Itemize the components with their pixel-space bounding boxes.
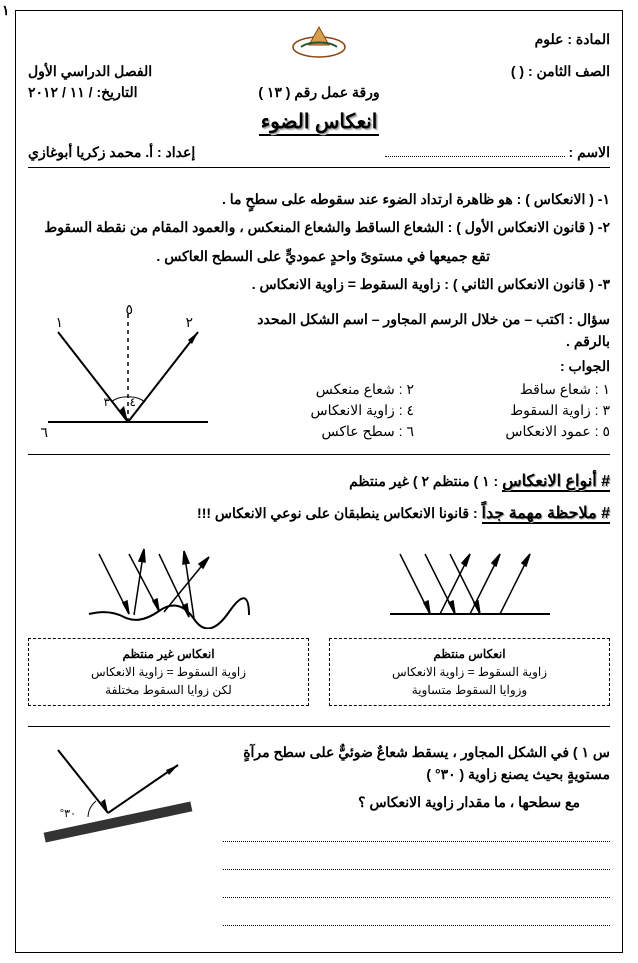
subject-label: المادة : xyxy=(567,31,610,47)
regular-line2: وزوايا السقوط متساوية xyxy=(336,681,603,699)
name-field xyxy=(385,145,565,157)
irregular-reflection-box: انعكاس غير منتظم زاوية السقوط = زاوية ال… xyxy=(28,539,309,706)
grade-label: الصف الثامن : xyxy=(528,63,610,79)
answer-3: ٣ : زاوية السقوط xyxy=(434,402,610,419)
definition-1: ١- ( الانعكاس ) : هو ظاهرة ارتداد الضوء … xyxy=(28,188,610,210)
reflection-diagram: ١ ٢ ٣ ٤ ٥ ٦ xyxy=(28,302,228,445)
svg-text:٢: ٢ xyxy=(185,314,193,330)
irregular-line1: زاوية السقوط = زاوية الانعكاس xyxy=(35,663,302,681)
answer-1: ١ : شعاع ساقط xyxy=(434,381,610,398)
answer-4: ٤ : زاوية الانعكاس xyxy=(238,402,414,419)
prepared-by: أ. محمد زكريا أبوغازي xyxy=(28,144,153,160)
types-options: : ١ ) منتظم ٢ ) غير منتظم xyxy=(349,473,498,489)
date-label: التاريخ: xyxy=(96,84,137,100)
prepared-label: إعداد : xyxy=(157,144,195,160)
irregular-title: انعكاس غير منتظم xyxy=(35,645,302,663)
question-prompt: سؤال : اكتب – من خلال الرسم المجاور – اس… xyxy=(238,308,610,353)
irregular-line2: لكن زوايا السقوط مختلفة xyxy=(35,681,302,699)
svg-text:٣٠°: ٣٠° xyxy=(60,808,76,820)
grade-value: ( ) xyxy=(511,63,524,79)
definition-3: ٣- ( قانون الانعكاس الثاني ) : زاوية الس… xyxy=(28,273,610,295)
answer-2: ٢ : شعاع منعكس xyxy=(238,381,414,398)
name-label: الاسم : xyxy=(569,144,610,160)
answer-line-2 xyxy=(223,852,610,870)
answer-5: ٥ : عمود الانعكاس xyxy=(434,423,610,440)
answer-label: الجواب : xyxy=(238,358,610,375)
svg-text:٦: ٦ xyxy=(40,424,48,440)
q1-text2: مع سطحها ، ما مقدار زاوية الانعكاس ؟ xyxy=(223,791,610,813)
page-number: ١ xyxy=(2,2,10,19)
worksheet-title: انعكاس الضوء xyxy=(259,109,380,136)
answer-line-1 xyxy=(223,824,610,842)
q1-text: س ١ ) في الشكل المجاور ، يسقط شعاعٌ ضوئي… xyxy=(223,741,610,786)
regular-reflection-box: انعكاس منتظم زاوية السقوط = زاوية الانعك… xyxy=(329,539,610,706)
answer-line-4 xyxy=(223,908,610,926)
note-text: : قانونا الانعكاس ينطبقان على نوعي الانع… xyxy=(197,505,478,521)
svg-text:٤: ٤ xyxy=(130,395,136,409)
answer-line-3 xyxy=(223,880,610,898)
definition-2b: تقع جميعها في مستوىً واحدٍ عموديٍّ على ا… xyxy=(28,245,610,267)
semester: الفصل الدراسي الأول xyxy=(28,63,319,80)
svg-text:١: ١ xyxy=(55,314,63,330)
subject-value: علوم xyxy=(535,31,564,47)
answer-6: ٦ : سطح عاكس xyxy=(238,423,414,440)
school-logo xyxy=(289,19,349,59)
definition-2: ٢- ( قانون الانعكاس الأول ) : الشعاع الس… xyxy=(28,216,610,238)
regular-title: انعكاس منتظم xyxy=(336,645,603,663)
regular-line1: زاوية السقوط = زاوية الانعكاس xyxy=(336,663,603,681)
svg-text:٣: ٣ xyxy=(104,395,111,409)
date-value: / ١١ / ٢٠١٢ xyxy=(28,84,93,100)
types-title: # أنواع الانعكاس xyxy=(502,473,610,492)
note-title: # ملاحظة مهمة جداً xyxy=(482,505,610,524)
worksheet-number: ورقة عمل رقم ( ١٣ ) xyxy=(258,84,379,101)
svg-text:٥: ٥ xyxy=(125,302,133,317)
q1-diagram: ٣٠° xyxy=(28,735,208,868)
